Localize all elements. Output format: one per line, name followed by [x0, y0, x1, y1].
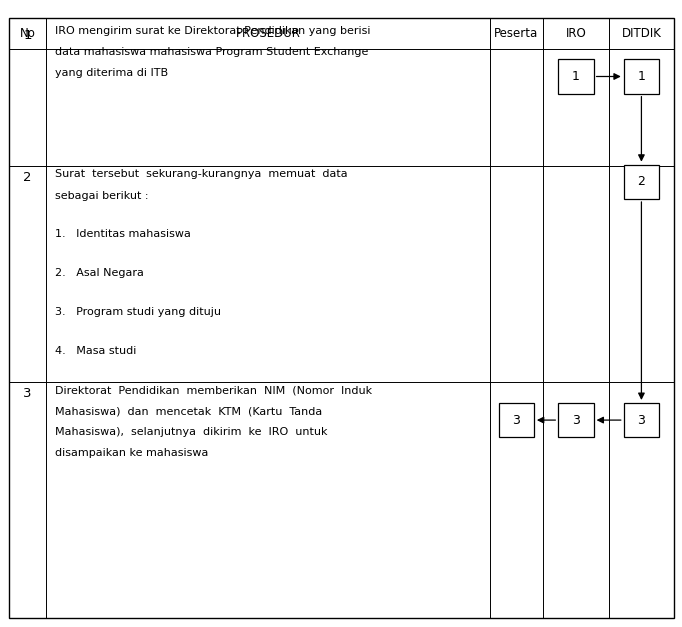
Text: Direktorat  Pendidikan  memberikan  NIM  (Nomor  Induk: Direktorat Pendidikan memberikan NIM (No… — [55, 386, 372, 396]
Bar — [623, 59, 659, 93]
Text: 2: 2 — [23, 171, 32, 184]
Text: 2.   Asal Negara: 2. Asal Negara — [55, 268, 143, 278]
Text: 2: 2 — [638, 176, 645, 188]
Text: Mahasiswa),  selanjutnya  dikirim  ke  IRO  untuk: Mahasiswa), selanjutnya dikirim ke IRO u… — [55, 427, 327, 437]
Bar — [558, 403, 593, 438]
Text: sebagai berikut :: sebagai berikut : — [55, 191, 148, 201]
Text: DITDIK: DITDIK — [621, 27, 662, 40]
Bar — [558, 59, 593, 93]
Text: 4.   Masa studi: 4. Masa studi — [55, 346, 136, 356]
Text: 1: 1 — [23, 29, 32, 43]
Text: 3: 3 — [572, 414, 580, 426]
Text: 3: 3 — [638, 414, 645, 426]
Bar — [623, 164, 659, 199]
Text: 3: 3 — [23, 387, 32, 400]
Text: IRO mengirim surat ke Direktorat Pendidikan yang berisi: IRO mengirim surat ke Direktorat Pendidi… — [55, 26, 370, 36]
Text: No: No — [20, 27, 35, 40]
Text: disampaikan ke mahasiswa: disampaikan ke mahasiswa — [55, 448, 208, 458]
Bar — [499, 403, 534, 438]
Text: 3.   Program studi yang dituju: 3. Program studi yang dituju — [55, 307, 220, 317]
Text: data mahasiswa mahasiswa Program Student Exchange: data mahasiswa mahasiswa Program Student… — [55, 47, 368, 57]
Text: 1.   Identitas mahasiswa: 1. Identitas mahasiswa — [55, 229, 190, 240]
Text: 3: 3 — [512, 414, 520, 426]
Text: Peserta: Peserta — [494, 27, 538, 40]
Text: Mahasiswa)  dan  mencetak  KTM  (Kartu  Tanda: Mahasiswa) dan mencetak KTM (Kartu Tanda — [55, 406, 322, 416]
Text: IRO: IRO — [565, 27, 587, 40]
Text: Surat  tersebut  sekurang-kurangnya  memuat  data: Surat tersebut sekurang-kurangnya memuat… — [55, 169, 347, 179]
Bar — [623, 403, 659, 438]
Text: 1: 1 — [638, 70, 645, 83]
Text: yang diterima di ITB: yang diterima di ITB — [55, 68, 168, 78]
Text: 1: 1 — [572, 70, 580, 83]
Text: PROSEDUR: PROSEDUR — [235, 27, 301, 40]
